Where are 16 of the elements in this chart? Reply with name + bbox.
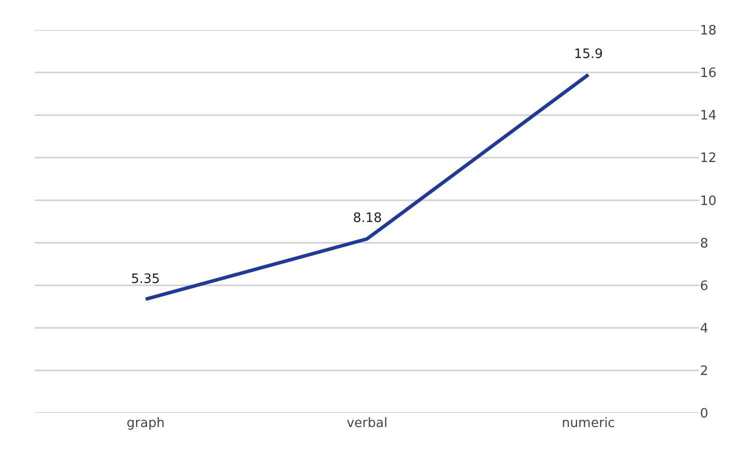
y-tick-label: 0: [700, 406, 708, 422]
y-tick-label: 8: [700, 236, 708, 252]
data-label: 15.9: [574, 47, 603, 62]
y-tick-label: 2: [700, 364, 708, 379]
x-tick-label: graph: [126, 416, 165, 431]
y-tick-label: 16: [700, 66, 717, 82]
y-tick-label: 12: [700, 151, 717, 166]
x-tick-label: numeric: [562, 416, 615, 431]
x-tick-label: verbal: [346, 416, 388, 431]
y-tick-label: 14: [700, 108, 717, 124]
data-label: 8.18: [353, 211, 382, 226]
y-tick-label: 4: [700, 321, 708, 336]
y-tick-label: 10: [700, 194, 717, 209]
data-label: 5.35: [131, 272, 160, 287]
y-tick-label: 18: [700, 24, 717, 39]
y-tick-label: 6: [700, 278, 708, 294]
